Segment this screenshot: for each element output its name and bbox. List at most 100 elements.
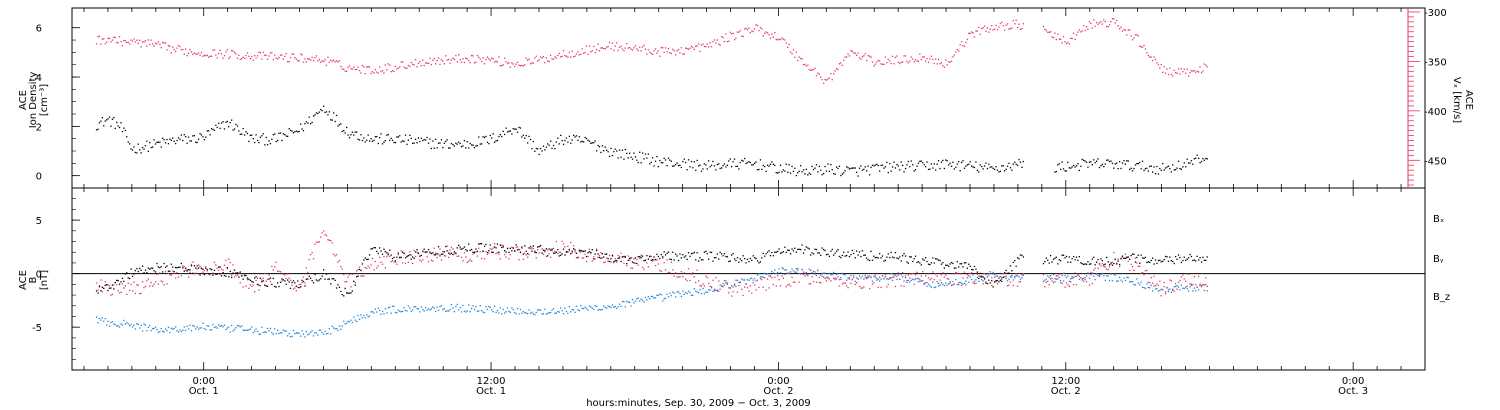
data-point xyxy=(509,130,511,132)
data-point xyxy=(121,277,124,279)
data-point xyxy=(308,58,310,60)
data-point xyxy=(189,324,191,326)
data-point xyxy=(1012,19,1014,22)
data-point xyxy=(1192,290,1194,292)
data-point xyxy=(1008,162,1010,164)
x-tick-label-date: Oct. 1 xyxy=(189,386,219,397)
data-point xyxy=(131,290,134,292)
data-point xyxy=(963,271,966,273)
data-point xyxy=(573,248,575,250)
data-point xyxy=(712,290,714,292)
data-point xyxy=(834,173,836,175)
data-point xyxy=(1187,162,1190,164)
data-point xyxy=(1108,279,1111,282)
data-point xyxy=(1080,277,1082,279)
data-point xyxy=(209,134,211,136)
data-point xyxy=(195,141,197,143)
data-point xyxy=(179,266,181,268)
data-point xyxy=(893,274,895,276)
data-point xyxy=(929,264,931,266)
data-point xyxy=(504,57,506,59)
data-point xyxy=(920,160,922,162)
data-point xyxy=(745,27,747,29)
data-point xyxy=(741,288,743,290)
data-point xyxy=(279,281,282,283)
data-point xyxy=(1143,274,1145,276)
data-point xyxy=(709,42,711,44)
data-point xyxy=(182,265,184,267)
data-point xyxy=(333,112,335,114)
data-point xyxy=(844,255,846,257)
data-point xyxy=(202,55,204,57)
data-point xyxy=(532,248,534,250)
data-point xyxy=(785,251,787,253)
data-point xyxy=(121,45,124,47)
data-point xyxy=(335,114,338,117)
data-point xyxy=(986,283,989,285)
data-point xyxy=(639,255,641,258)
data-point xyxy=(766,278,769,280)
data-point xyxy=(1166,68,1168,70)
data-point xyxy=(768,250,770,252)
data-point xyxy=(146,45,148,47)
data-point xyxy=(1074,38,1076,41)
data-point xyxy=(301,330,303,332)
data-point xyxy=(955,278,957,281)
data-point xyxy=(479,143,481,145)
data-point xyxy=(350,286,352,288)
data-point xyxy=(687,48,690,50)
data-point xyxy=(654,48,657,50)
data-point xyxy=(562,50,565,52)
data-point xyxy=(867,275,869,277)
data-point xyxy=(828,278,830,280)
data-point xyxy=(479,243,481,245)
data-point xyxy=(683,256,685,258)
data-point xyxy=(584,136,586,139)
data-point xyxy=(899,62,901,65)
data-point xyxy=(603,256,605,258)
data-point xyxy=(1100,21,1102,23)
data-point xyxy=(571,250,573,252)
data-point xyxy=(231,50,233,52)
data-point xyxy=(907,262,909,264)
data-point xyxy=(403,140,405,142)
data-point xyxy=(719,251,721,253)
data-point xyxy=(912,272,914,275)
data-point xyxy=(636,48,638,50)
data-point xyxy=(830,164,832,166)
data-point xyxy=(958,266,960,268)
data-point xyxy=(1111,261,1114,263)
data-point xyxy=(1068,280,1070,283)
data-point xyxy=(357,275,359,277)
data-point xyxy=(1156,283,1158,285)
data-point xyxy=(508,130,510,132)
data-point xyxy=(104,318,106,320)
data-point xyxy=(1182,287,1184,289)
data-point xyxy=(1055,38,1057,41)
data-point xyxy=(337,125,339,127)
data-point xyxy=(511,246,513,248)
data-point xyxy=(791,53,793,55)
data-point xyxy=(833,172,835,175)
data-point xyxy=(906,261,908,263)
data-point xyxy=(1189,71,1191,74)
data-point xyxy=(312,115,315,117)
data-point xyxy=(232,50,234,52)
data-point xyxy=(1085,26,1088,28)
data-point xyxy=(121,130,124,133)
data-point xyxy=(95,43,98,45)
data-point xyxy=(414,255,417,258)
data-point xyxy=(338,260,341,262)
data-point xyxy=(713,165,716,167)
data-point xyxy=(864,274,866,277)
data-point xyxy=(1097,267,1099,269)
data-point xyxy=(137,284,139,286)
data-point xyxy=(866,59,868,62)
data-point xyxy=(294,333,296,335)
data-point xyxy=(1067,261,1069,263)
data-point xyxy=(778,248,780,250)
data-point xyxy=(991,280,993,282)
data-point xyxy=(721,36,723,38)
data-point xyxy=(541,150,543,152)
data-point xyxy=(416,251,418,253)
